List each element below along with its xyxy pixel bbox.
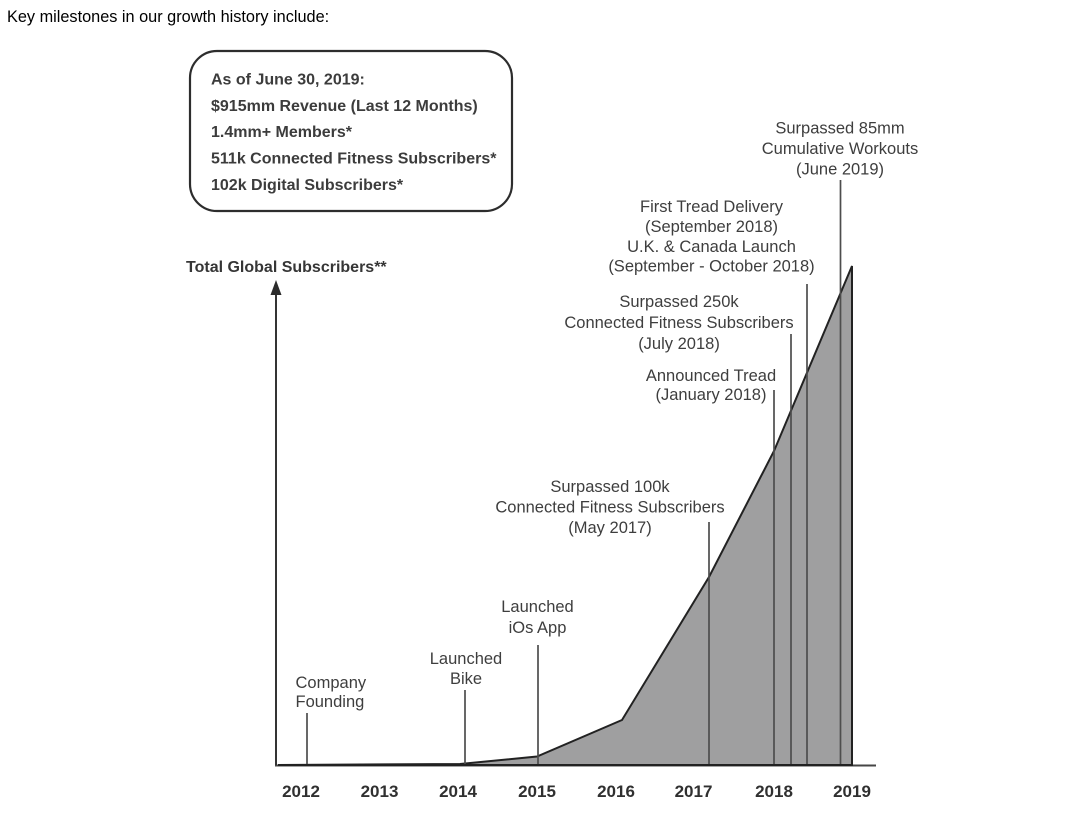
svg-text:2017: 2017 bbox=[675, 782, 713, 801]
svg-text:Bike: Bike bbox=[450, 670, 482, 688]
svg-text:iOs App: iOs App bbox=[509, 619, 567, 637]
svg-text:2012: 2012 bbox=[282, 782, 320, 801]
svg-text:(July 2018): (July 2018) bbox=[638, 335, 720, 353]
svg-text:Launched: Launched bbox=[501, 598, 574, 616]
svg-text:(June 2019): (June 2019) bbox=[796, 161, 884, 179]
svg-text:First Tread Delivery: First Tread Delivery bbox=[640, 198, 784, 216]
svg-text:Connected Fitness Subscribers: Connected Fitness Subscribers bbox=[495, 499, 724, 517]
svg-text:511k Connected Fitness Subscri: 511k Connected Fitness Subscribers* bbox=[211, 151, 497, 168]
svg-text:2013: 2013 bbox=[361, 782, 399, 801]
svg-text:Company: Company bbox=[296, 674, 367, 692]
svg-text:Total Global Subscribers**: Total Global Subscribers** bbox=[186, 259, 387, 276]
svg-text:2018: 2018 bbox=[755, 782, 793, 801]
svg-text:Connected Fitness Subscribers: Connected Fitness Subscribers bbox=[564, 314, 793, 332]
svg-text:2019: 2019 bbox=[833, 782, 871, 801]
svg-text:Surpassed 85mm: Surpassed 85mm bbox=[775, 120, 904, 138]
svg-text:(May 2017): (May 2017) bbox=[568, 519, 651, 537]
svg-text:Surpassed 100k: Surpassed 100k bbox=[550, 478, 670, 496]
svg-text:(September - October 2018): (September - October 2018) bbox=[608, 258, 814, 276]
svg-text:2015: 2015 bbox=[518, 782, 556, 801]
svg-text:(January 2018): (January 2018) bbox=[656, 386, 767, 404]
svg-text:2016: 2016 bbox=[597, 782, 635, 801]
svg-text:(September 2018): (September 2018) bbox=[645, 218, 778, 236]
svg-text:2014: 2014 bbox=[439, 782, 477, 801]
svg-text:Launched: Launched bbox=[430, 650, 503, 668]
svg-text:Announced Tread: Announced Tread bbox=[646, 367, 776, 385]
svg-text:102k Digital Subscribers*: 102k Digital Subscribers* bbox=[211, 177, 404, 194]
svg-text:U.K. & Canada Launch: U.K. & Canada Launch bbox=[627, 238, 796, 256]
svg-text:Cumulative Workouts: Cumulative Workouts bbox=[762, 140, 919, 158]
svg-text:As of June 30, 2019:: As of June 30, 2019: bbox=[211, 72, 365, 89]
svg-text:Surpassed 250k: Surpassed 250k bbox=[619, 293, 739, 311]
svg-text:$915mm Revenue (Last 12 Months: $915mm Revenue (Last 12 Months) bbox=[211, 98, 478, 115]
svg-text:1.4mm+ Members*: 1.4mm+ Members* bbox=[211, 124, 353, 141]
svg-text:Founding: Founding bbox=[296, 693, 365, 711]
svg-text:Key milestones in our growth h: Key milestones in our growth history inc… bbox=[7, 8, 329, 26]
